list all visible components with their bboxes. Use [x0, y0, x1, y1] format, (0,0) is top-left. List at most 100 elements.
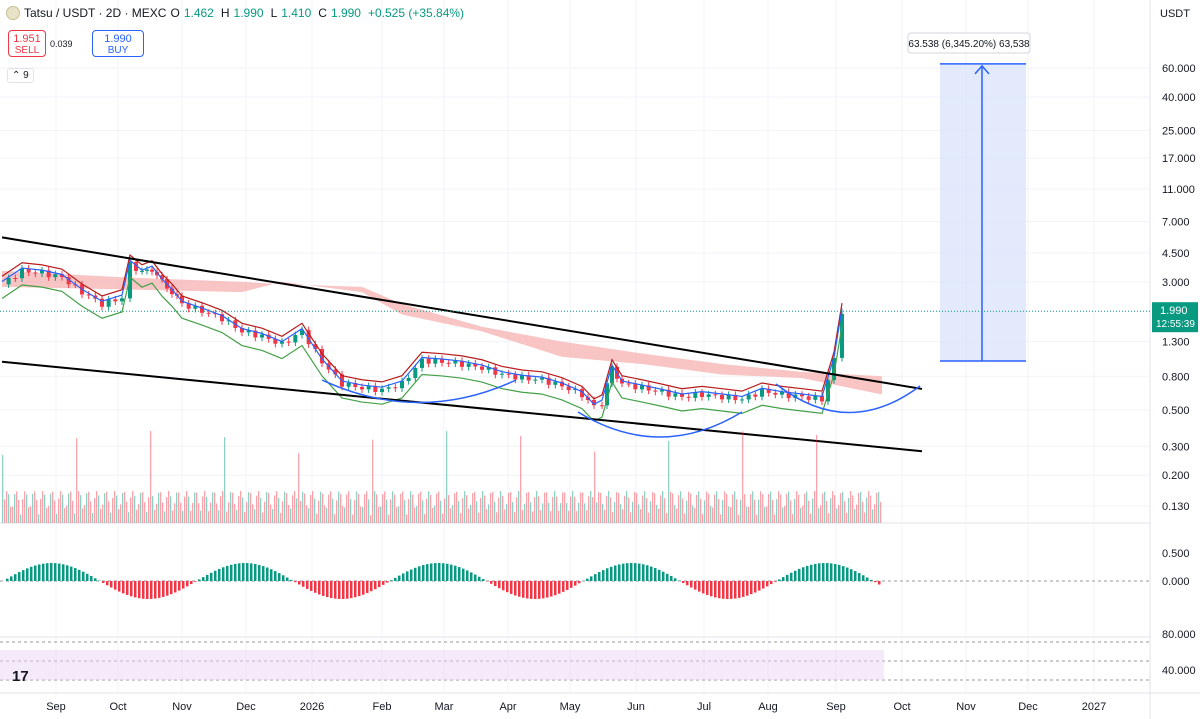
open-label: O [170, 6, 180, 20]
volume-bar [608, 491, 610, 523]
volume-bar [540, 510, 542, 523]
osc-hist-bar [110, 581, 113, 588]
volume-bar [148, 497, 150, 523]
osc-hist-bar [254, 564, 257, 581]
osc-hist-bar [770, 581, 773, 585]
volume-bar [278, 497, 280, 523]
osc-hist-bar [718, 581, 721, 599]
currency-label[interactable]: USDT [1160, 8, 1190, 20]
buy-button[interactable]: 1.990 BUY [92, 30, 144, 57]
indicators-toggle[interactable]: ⌃ 9 [7, 68, 34, 83]
volume-bar [334, 514, 336, 523]
volume-bar [582, 492, 584, 523]
volume-bar [708, 493, 710, 523]
volume-bar [356, 491, 358, 523]
volume-bar [782, 507, 784, 523]
volume-bar [428, 491, 430, 523]
candle-body [170, 288, 174, 295]
volume-bar [266, 491, 268, 523]
osc-hist-bar [34, 565, 37, 581]
volume-bar [700, 498, 702, 523]
osc-hist-bar [26, 568, 29, 581]
volume-bar [248, 492, 250, 523]
osc-hist-bar [682, 581, 685, 583]
candle-body [746, 394, 751, 400]
volume-bar [560, 503, 562, 523]
volume-bar [710, 505, 712, 523]
volume-bar [354, 499, 356, 523]
osc-hist-bar [310, 581, 313, 591]
volume-bar [128, 512, 130, 523]
volume-bar [510, 492, 512, 523]
candle-body [393, 387, 398, 389]
osc-hist-bar [590, 576, 593, 581]
candle-body [386, 387, 391, 389]
osc-hist-bar [418, 566, 421, 581]
rounding-bottom-arc [775, 383, 921, 414]
volume-bar [870, 495, 872, 523]
volume-bar [712, 507, 714, 523]
osc-hist-bar [358, 581, 361, 597]
candle-body [700, 392, 704, 397]
volume-bar [58, 498, 60, 523]
x-tick-label: Mar [435, 701, 454, 713]
volume-bar [744, 494, 746, 523]
candle-body [733, 394, 738, 401]
volume-bar [472, 493, 474, 523]
osc-hist-bar [794, 570, 797, 581]
volume-bar [852, 495, 854, 523]
volume-bar [156, 503, 158, 523]
volume-bar [666, 513, 668, 523]
volume-bar [134, 495, 136, 523]
osc-hist-bar [734, 581, 737, 599]
last-price-label: 1.990 [1160, 305, 1188, 317]
volume-bar [204, 491, 206, 523]
volume-bar [410, 491, 412, 523]
volume-bar [706, 491, 708, 523]
volume-bar [186, 491, 188, 523]
volume-bar [120, 504, 122, 523]
symbol-title[interactable]: Tatsu / USDT · 2D · MEXC [24, 6, 167, 20]
osc-hist-bar [190, 581, 193, 585]
candle-body [820, 395, 824, 402]
osc-hist-bar [70, 566, 73, 581]
osc-hist-bar [22, 570, 25, 581]
volume-bar [2, 455, 4, 523]
candle-body [786, 391, 791, 399]
osc-hist-bar [30, 566, 33, 581]
osc-hist-bar [346, 581, 349, 599]
volume-bar [464, 491, 466, 523]
volume-bar [284, 491, 286, 523]
tradingview-logo[interactable]: 17 [12, 668, 29, 685]
sell-button[interactable]: 1.951 SELL [8, 30, 46, 57]
volume-bar [180, 502, 182, 523]
volume-bar [642, 495, 644, 523]
volume-bar [682, 498, 684, 523]
volume-bar [274, 495, 276, 523]
osc-hist-bar [386, 581, 389, 583]
volume-bar [520, 436, 522, 523]
candle-body [533, 379, 538, 381]
candle-body [473, 363, 478, 367]
osc-hist-bar [706, 581, 709, 595]
volume-bar [554, 491, 556, 523]
volume-bar [292, 495, 294, 523]
osc-hist-bar [342, 581, 345, 599]
osc-hist-bar [502, 581, 505, 591]
osc-hist-bar [406, 571, 409, 581]
candle-body [26, 268, 31, 273]
osc-hist-bar [410, 569, 413, 581]
close-value: 1.990 [330, 6, 361, 20]
osc-hist-bar [510, 581, 513, 594]
osc-hist-bar [354, 581, 357, 598]
volume-bar [610, 497, 612, 523]
volume-bar [502, 495, 504, 523]
volume-bar [604, 509, 606, 523]
osc-hist-bar [322, 581, 325, 596]
volume-bar [76, 438, 78, 523]
candle-body [33, 272, 38, 274]
candle-body [134, 262, 138, 271]
volume-bar [136, 509, 138, 523]
